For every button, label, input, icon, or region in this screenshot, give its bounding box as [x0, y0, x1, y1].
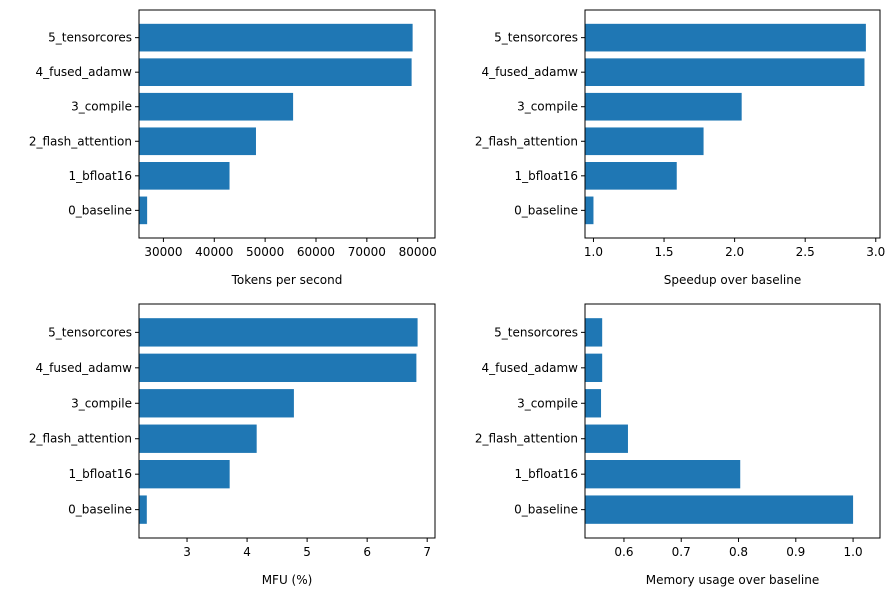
subplot-2: 0_baseline 1_bfloat16 2_flash_attention 3_c…	[475, 9, 885, 287]
y-tick-label: 0_baseline	[514, 203, 578, 217]
x-tick-label: 6	[363, 545, 371, 559]
bar-5_tensorcores	[139, 318, 418, 347]
y-tick-label: 5_tensorcores	[48, 31, 132, 45]
x-tick-label: 4	[243, 545, 251, 559]
y-tick-label: 5_tensorcores	[494, 31, 578, 45]
bar-4_fused_adamw	[139, 353, 417, 382]
bar-3_compile	[585, 389, 602, 418]
x-tick-label: 40000	[195, 245, 233, 259]
y-tick-label: 3_compile	[71, 396, 132, 410]
bar-1_bfloat16	[139, 460, 230, 489]
bar-1_bfloat16	[139, 162, 230, 190]
bar-3_compile	[139, 92, 294, 121]
y-tick-label: 4_fused_adamw	[35, 65, 132, 79]
y-tick-label: 4_fused_adamw	[481, 65, 578, 79]
y-tick-label: 2_flash_attention	[475, 134, 578, 148]
y-tick-label: 2_flash_attention	[475, 432, 578, 446]
bar-3_compile	[585, 92, 742, 121]
x-tick-label: 7	[423, 545, 431, 559]
bar-2_flash_attention	[585, 424, 628, 453]
y-tick-label: 1_bfloat16	[69, 467, 132, 481]
subplot-1: 0_baseline 1_bfloat16 2_flash_attention 3_c…	[29, 9, 437, 287]
axes-frame	[138, 303, 436, 539]
y-tick-label: 3_compile	[517, 100, 578, 114]
bar-5_tensorcores	[585, 318, 603, 347]
x-tick-label: 3.0	[866, 245, 885, 259]
bar-4_fused_adamw	[585, 58, 865, 86]
bar-0_baseline	[139, 495, 147, 524]
y-tick-label: 0_baseline	[68, 503, 132, 517]
y-tick-label: 3_compile	[517, 396, 578, 410]
x-tick-label: 0.6	[614, 545, 633, 559]
x-axis-label: Speedup over baseline	[664, 273, 802, 287]
x-tick-label: 0.7	[672, 545, 691, 559]
bar-2_flash_attention	[585, 127, 704, 156]
bar-2_flash_attention	[139, 127, 256, 156]
x-axis-label: Tokens per second	[231, 273, 343, 287]
y-tick-label: 3_compile	[71, 100, 132, 114]
x-tick-label: 2.5	[796, 245, 815, 259]
y-tick-label: 2_flash_attention	[29, 134, 132, 148]
bar-4_fused_adamw	[585, 353, 603, 382]
bar-5_tensorcores	[585, 23, 866, 52]
x-tick-label: 1.0	[584, 245, 603, 259]
x-tick-label: 0.9	[786, 545, 805, 559]
y-tick-label: 0_baseline	[514, 503, 578, 517]
x-tick-label: 30000	[144, 245, 182, 259]
y-tick-label: 4_fused_adamw	[35, 361, 132, 375]
bar-3_compile	[139, 389, 294, 418]
bar-4_fused_adamw	[139, 58, 412, 86]
x-tick-label: 2.0	[725, 245, 744, 259]
x-tick-label: 0.8	[729, 545, 748, 559]
bar-0_baseline	[585, 495, 854, 524]
y-tick-label: 2_flash_attention	[29, 432, 132, 446]
axes-frame	[584, 303, 881, 539]
bar-0_baseline	[139, 196, 148, 225]
y-tick-label: 1_bfloat16	[69, 169, 132, 183]
bar-5_tensorcores	[139, 23, 413, 52]
bar-2_flash_attention	[139, 424, 257, 453]
x-tick-label: 50000	[246, 245, 284, 259]
y-tick-label: 4_fused_adamw	[481, 361, 578, 375]
y-tick-label: 1_bfloat16	[515, 169, 578, 183]
y-tick-label: 5_tensorcores	[48, 325, 132, 339]
bar-1_bfloat16	[585, 460, 741, 489]
x-axis-label: MFU (%)	[262, 573, 313, 587]
x-tick-label: 60000	[297, 245, 335, 259]
x-tick-label: 3	[183, 545, 191, 559]
y-tick-label: 5_tensorcores	[494, 325, 578, 339]
subplot-3: 0_baseline 1_bfloat16 2_flash_attention 3_c…	[29, 303, 436, 587]
x-tick-label: 1.5	[654, 245, 673, 259]
axes-frame	[138, 9, 436, 239]
subplot-4: 0_baseline 1_bfloat16 2_flash_attention 3_c…	[475, 303, 881, 587]
y-tick-label: 0_baseline	[68, 203, 132, 217]
x-tick-label: 80000	[399, 245, 437, 259]
x-axis-label: Memory usage over baseline	[646, 573, 819, 587]
x-tick-label: 70000	[348, 245, 386, 259]
x-tick-label: 1.0	[844, 545, 863, 559]
bar-0_baseline	[585, 196, 594, 225]
x-tick-label: 5	[303, 545, 311, 559]
bar-1_bfloat16	[585, 162, 677, 190]
axes-frame	[584, 9, 881, 239]
y-tick-label: 1_bfloat16	[515, 467, 578, 481]
